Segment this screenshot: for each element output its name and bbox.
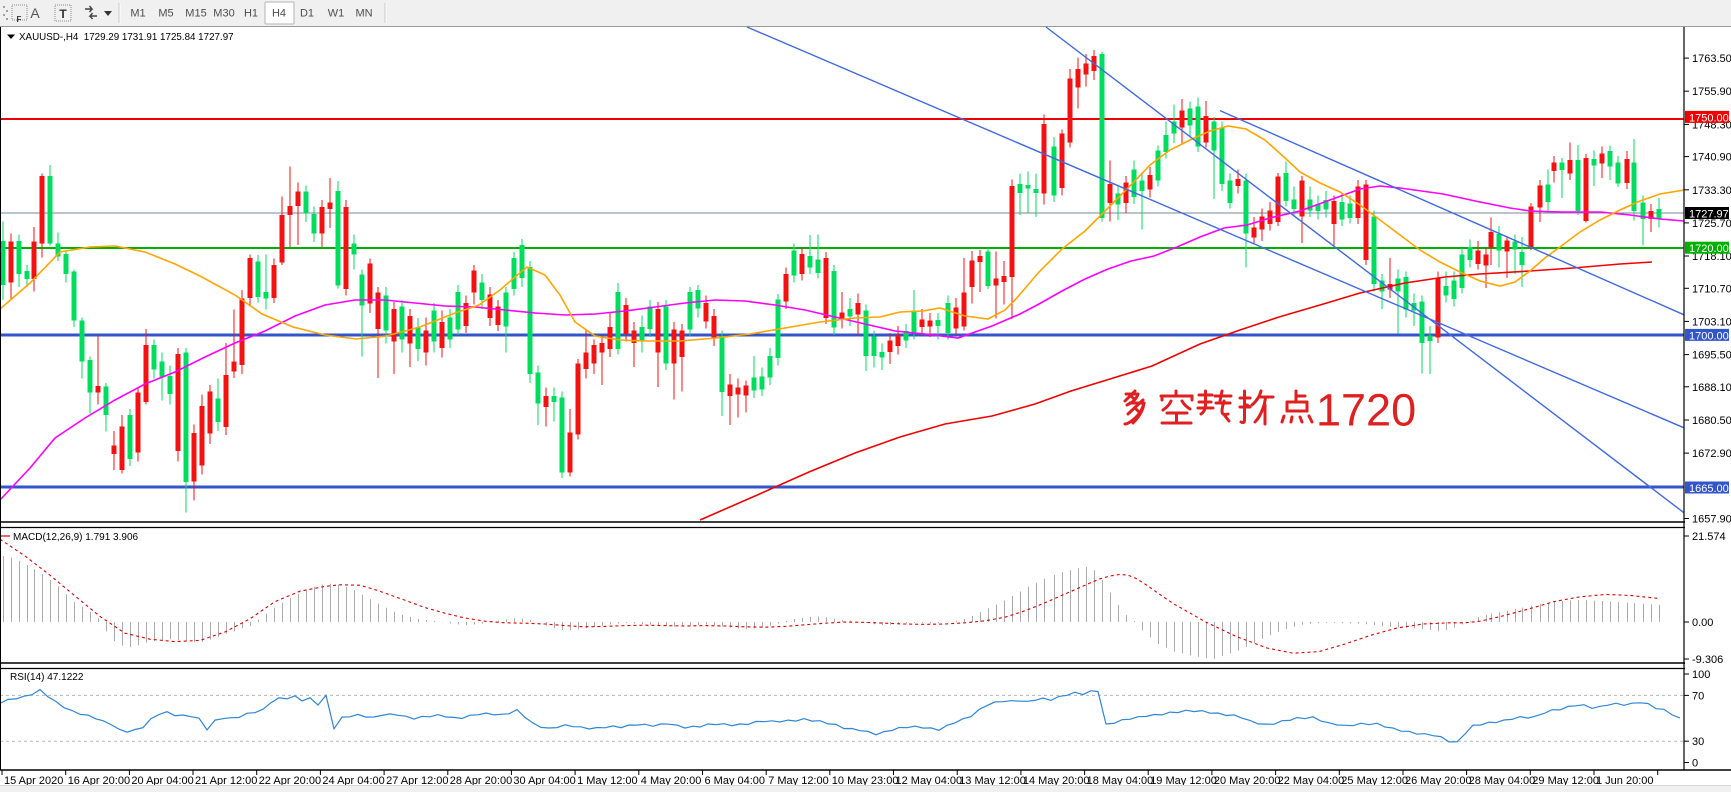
svg-text:1755.90: 1755.90 — [1692, 86, 1731, 98]
svg-text:1750.00: 1750.00 — [1689, 112, 1729, 124]
svg-text:29 May 12:00: 29 May 12:00 — [1532, 775, 1599, 787]
svg-text:25 May 12:00: 25 May 12:00 — [1341, 775, 1408, 787]
svg-text:1 May 12:00: 1 May 12:00 — [577, 775, 638, 787]
svg-text:70: 70 — [1692, 690, 1704, 702]
svg-text:16 Apr 20:00: 16 Apr 20:00 — [68, 775, 130, 787]
svg-text:1657.90: 1657.90 — [1692, 514, 1731, 526]
svg-text:30: 30 — [1692, 736, 1704, 748]
svg-text:28 May 04:00: 28 May 04:00 — [1469, 775, 1536, 787]
svg-text:22 Apr 20:00: 22 Apr 20:00 — [259, 775, 321, 787]
svg-text:24 Apr 04:00: 24 Apr 04:00 — [322, 775, 384, 787]
svg-text:1720.00: 1720.00 — [1689, 243, 1729, 255]
svg-text:M1: M1 — [130, 8, 145, 20]
svg-text:21.574: 21.574 — [1692, 531, 1726, 543]
svg-text:27 Apr 12:00: 27 Apr 12:00 — [386, 775, 448, 787]
svg-text:1665.00: 1665.00 — [1689, 483, 1729, 495]
svg-text:D1: D1 — [300, 8, 314, 20]
svg-text:M15: M15 — [185, 8, 206, 20]
svg-text:0: 0 — [1692, 758, 1698, 770]
svg-text:4 May 20:00: 4 May 20:00 — [641, 775, 702, 787]
svg-text:21 Apr 12:00: 21 Apr 12:00 — [195, 775, 257, 787]
svg-text:1688.10: 1688.10 — [1692, 382, 1731, 394]
svg-text:20 May 20:00: 20 May 20:00 — [1214, 775, 1281, 787]
svg-text:A: A — [30, 5, 40, 21]
svg-text:1740.90: 1740.90 — [1692, 152, 1731, 164]
svg-text:1725.70: 1725.70 — [1692, 218, 1731, 230]
svg-text:1700.00: 1700.00 — [1689, 330, 1729, 342]
svg-text:19 May 12:00: 19 May 12:00 — [1150, 775, 1217, 787]
svg-text:MN: MN — [355, 8, 372, 20]
svg-text:1727.97: 1727.97 — [1689, 209, 1729, 221]
svg-text:1672.90: 1672.90 — [1692, 448, 1731, 460]
svg-text:100: 100 — [1692, 669, 1710, 681]
svg-text:T: T — [59, 7, 67, 21]
svg-text:10 May 23:00: 10 May 23:00 — [832, 775, 899, 787]
svg-text:1710.70: 1710.70 — [1692, 283, 1731, 295]
svg-text:W1: W1 — [328, 8, 345, 20]
svg-text:26 May 20:00: 26 May 20:00 — [1405, 775, 1472, 787]
svg-text:18 May 04:00: 18 May 04:00 — [1087, 775, 1154, 787]
svg-text:1 Jun 20:00: 1 Jun 20:00 — [1596, 775, 1654, 787]
svg-text:RSI(14) 47.1222: RSI(14) 47.1222 — [10, 672, 84, 683]
svg-text:M5: M5 — [158, 8, 173, 20]
svg-text:H1: H1 — [244, 8, 258, 20]
svg-text:F: F — [17, 15, 22, 24]
svg-text:1680.50: 1680.50 — [1692, 415, 1731, 427]
svg-text:1763.50: 1763.50 — [1692, 53, 1731, 65]
svg-text:6 May 04:00: 6 May 04:00 — [705, 775, 766, 787]
svg-text:20 Apr 04:00: 20 Apr 04:00 — [131, 775, 193, 787]
svg-text:7 May 12:00: 7 May 12:00 — [768, 775, 829, 787]
svg-text:15 Apr 2020: 15 Apr 2020 — [4, 775, 63, 787]
svg-text:13 May 12:00: 13 May 12:00 — [959, 775, 1026, 787]
svg-text:1733.30: 1733.30 — [1692, 185, 1731, 197]
svg-text:1703.10: 1703.10 — [1692, 316, 1731, 328]
svg-text:28 Apr 20:00: 28 Apr 20:00 — [450, 775, 512, 787]
svg-text:0.00: 0.00 — [1692, 617, 1713, 629]
svg-text:XAUUSD-,H4 1729.29 1731.91 17: XAUUSD-,H4 1729.29 1731.91 1725.84 1727.… — [19, 32, 234, 43]
svg-text:M30: M30 — [213, 8, 234, 20]
svg-text:MACD(12,26,9) 1.791 3.906: MACD(12,26,9) 1.791 3.906 — [13, 532, 139, 543]
svg-text:1695.50: 1695.50 — [1692, 350, 1731, 362]
svg-text:1718.10: 1718.10 — [1692, 251, 1731, 263]
svg-text:22 May 04:00: 22 May 04:00 — [1278, 775, 1345, 787]
svg-text:H4: H4 — [272, 8, 286, 20]
svg-text:1720: 1720 — [1316, 385, 1416, 436]
svg-text:12 May 04:00: 12 May 04:00 — [896, 775, 963, 787]
svg-text:14 May 20:00: 14 May 20:00 — [1023, 775, 1090, 787]
svg-text:-9.306: -9.306 — [1692, 654, 1723, 666]
svg-text:30 Apr 04:00: 30 Apr 04:00 — [513, 775, 575, 787]
